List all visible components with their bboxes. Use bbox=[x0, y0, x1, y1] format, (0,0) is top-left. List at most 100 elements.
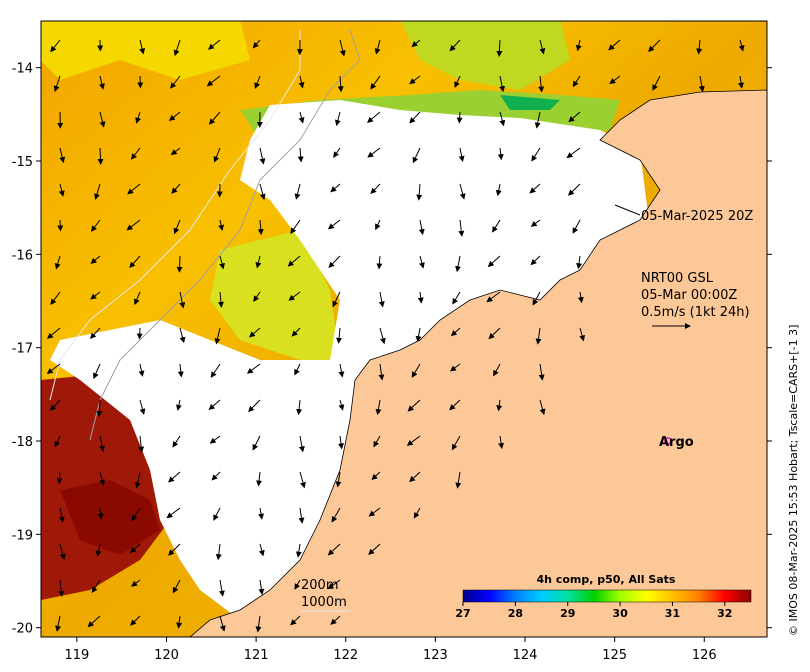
current-vector bbox=[458, 147, 465, 162]
current-vector bbox=[46, 363, 61, 375]
current-vector bbox=[96, 399, 103, 417]
current-vector bbox=[335, 471, 342, 488]
current-vector bbox=[295, 543, 302, 558]
current-vector bbox=[530, 219, 541, 227]
current-vector bbox=[566, 147, 581, 159]
current-vector bbox=[376, 255, 383, 270]
current-vector bbox=[338, 435, 344, 450]
current-vector bbox=[572, 219, 581, 234]
current-vector bbox=[498, 435, 505, 450]
current-vector bbox=[87, 615, 101, 628]
x-tick-label: 125 bbox=[602, 648, 627, 663]
current-vector bbox=[139, 399, 146, 415]
sst-cool-patch bbox=[210, 230, 340, 360]
x-tick-label: 119 bbox=[64, 648, 89, 663]
current-vector bbox=[609, 75, 621, 85]
current-vector bbox=[368, 507, 381, 517]
current-vector bbox=[486, 291, 501, 303]
current-vector bbox=[130, 147, 141, 160]
current-vector bbox=[449, 363, 461, 372]
current-vector bbox=[371, 471, 381, 480]
current-vector bbox=[529, 183, 541, 194]
current-vector bbox=[168, 543, 181, 556]
current-vector bbox=[496, 399, 503, 412]
current-vector bbox=[294, 363, 301, 376]
current-vector bbox=[209, 435, 221, 444]
current-vector bbox=[413, 507, 421, 519]
current-vector bbox=[171, 183, 181, 194]
current-vector bbox=[417, 291, 424, 304]
current-vector bbox=[90, 219, 101, 232]
current-vector bbox=[497, 147, 504, 161]
colorbar-tick-label: 32 bbox=[717, 607, 732, 620]
colorbar-tick-label: 28 bbox=[508, 607, 523, 620]
current-vector bbox=[579, 327, 586, 342]
current-vector bbox=[249, 327, 261, 338]
current-vector bbox=[327, 219, 341, 230]
current-vector bbox=[334, 111, 341, 127]
current-vector bbox=[56, 471, 63, 485]
x-tick-label: 122 bbox=[333, 648, 358, 663]
current-vector bbox=[455, 471, 462, 489]
current-vector bbox=[90, 255, 101, 264]
current-vector bbox=[375, 219, 381, 231]
current-vector bbox=[327, 543, 341, 556]
current-vector bbox=[93, 363, 101, 380]
current-vector bbox=[259, 183, 266, 201]
current-vector bbox=[206, 75, 221, 87]
current-vector bbox=[255, 255, 262, 269]
no-data-region bbox=[50, 100, 650, 620]
current-vector bbox=[459, 183, 466, 200]
current-vector bbox=[572, 75, 581, 88]
colorbar-tick-label: 27 bbox=[455, 607, 470, 620]
current-vector bbox=[338, 363, 345, 378]
sst-cool-patch bbox=[400, 21, 570, 90]
current-vector bbox=[290, 615, 301, 626]
current-vector bbox=[46, 327, 61, 339]
colorbar bbox=[462, 589, 752, 603]
current-vector bbox=[538, 75, 545, 93]
current-vector bbox=[412, 147, 421, 164]
argo-marker bbox=[664, 437, 672, 445]
current-vector bbox=[328, 255, 341, 269]
land bbox=[189, 89, 767, 637]
current-vector bbox=[333, 147, 341, 158]
current-vector bbox=[367, 111, 381, 123]
current-vector bbox=[493, 363, 501, 377]
current-vector bbox=[172, 579, 181, 594]
current-vector bbox=[99, 111, 106, 128]
current-vector bbox=[294, 579, 301, 590]
current-vector bbox=[175, 399, 182, 411]
current-vector bbox=[531, 147, 541, 162]
colorbar-tick-label: 31 bbox=[665, 607, 680, 620]
x-tick-label: 126 bbox=[692, 648, 717, 663]
current-vector bbox=[379, 327, 386, 345]
y-tick-label: -16 bbox=[12, 248, 33, 263]
current-vector bbox=[538, 363, 545, 381]
current-vector bbox=[374, 39, 381, 55]
current-vector bbox=[99, 75, 105, 90]
current-vector bbox=[499, 111, 506, 127]
current-vector bbox=[492, 219, 501, 233]
x-axis: 119 120 121 122 123 124 125 126 bbox=[64, 637, 717, 663]
current-vector bbox=[252, 39, 261, 49]
current-vector bbox=[219, 615, 226, 632]
current-vector bbox=[487, 255, 501, 268]
current-vector bbox=[418, 219, 425, 236]
current-scale-label: 0.5m/s (1kt 24h) bbox=[641, 305, 750, 320]
current-vector bbox=[539, 39, 546, 55]
current-vector bbox=[411, 39, 421, 48]
current-vector bbox=[218, 219, 225, 231]
current-vector bbox=[331, 507, 341, 523]
current-vector bbox=[568, 111, 581, 123]
current-vector bbox=[246, 363, 261, 374]
current-vector bbox=[378, 363, 385, 381]
current-vector bbox=[291, 327, 301, 337]
current-vector bbox=[131, 579, 141, 587]
current-vector bbox=[99, 471, 106, 486]
current-vector bbox=[259, 147, 266, 165]
current-vector bbox=[406, 435, 421, 446]
current-vector bbox=[415, 327, 422, 343]
current-vector bbox=[97, 147, 104, 165]
